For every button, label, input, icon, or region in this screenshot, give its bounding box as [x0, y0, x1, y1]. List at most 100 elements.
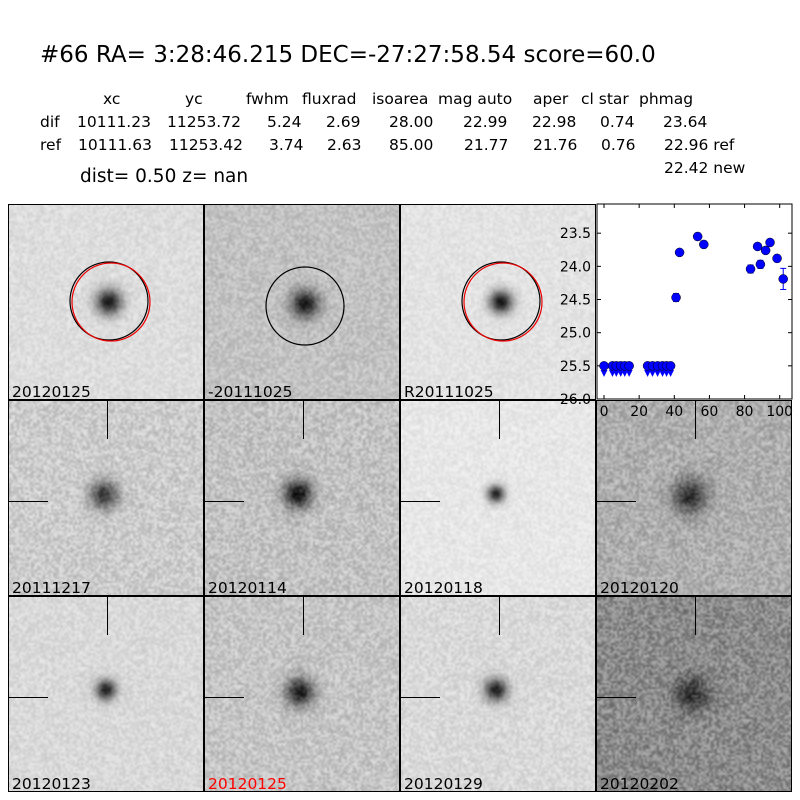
stamp-date-label: 20120114: [208, 579, 287, 596]
stamp-image: [401, 205, 595, 399]
upper-limit-marker: [644, 369, 652, 377]
crosshair-vertical-marker: [499, 597, 500, 635]
row-label-ref: ref: [40, 136, 62, 154]
stamp-image: [9, 597, 203, 791]
image-stamp[interactable]: -20111025: [204, 204, 400, 400]
crosshair-vertical-marker: [499, 401, 500, 439]
dif-isoarea: 28.00: [389, 113, 434, 131]
dif-cl-star: 0.74: [600, 113, 635, 131]
crosshair-vertical-marker: [107, 401, 108, 439]
dif-xc: 10111.23: [77, 113, 151, 131]
stamp-date-label: 20120118: [404, 579, 483, 596]
crosshair-horizontal-marker: [205, 501, 244, 502]
col-header-mag-auto: mag auto: [438, 90, 513, 108]
image-stamp[interactable]: 20120129: [400, 596, 596, 792]
ref-cl-star: 0.76: [601, 136, 636, 154]
detection-point: [745, 264, 756, 274]
crosshair-horizontal-marker: [9, 697, 48, 698]
stamp-image: [205, 597, 399, 791]
image-stamp[interactable]: 20120123: [8, 596, 204, 792]
ref-xc: 10111.63: [78, 136, 152, 154]
stamp-date-label: R20111025: [404, 383, 494, 400]
ref-mag-auto: 21.77: [464, 136, 509, 154]
ref-aper: 21.76: [533, 136, 578, 154]
dif-fwhm: 5.24: [267, 113, 302, 131]
crosshair-horizontal-marker: [597, 697, 636, 698]
crosshair-vertical-marker: [695, 401, 696, 439]
upper-limit-marker: [600, 369, 608, 377]
image-stamp[interactable]: 20120125: [8, 204, 204, 400]
crosshair-vertical-marker: [303, 401, 304, 439]
upper-limit-marker: [649, 369, 657, 377]
col-header-cl-star: cl star: [581, 90, 629, 108]
col-header-yc: yc: [185, 90, 203, 108]
col-header-isoarea: isoarea: [372, 90, 429, 108]
upper-limit-marker: [621, 369, 629, 377]
upper-limit-point: [599, 361, 609, 371]
ref-phmag: 22.96 ref: [664, 136, 735, 154]
dif-phmag: 23.64: [663, 113, 708, 131]
image-stamp[interactable]: 20120202: [596, 596, 792, 792]
crosshair-horizontal-marker: [597, 501, 636, 502]
upper-limit-marker: [612, 369, 620, 377]
stamp-date-label: 20120202: [600, 775, 679, 792]
image-stamp[interactable]: R20111025: [400, 204, 596, 400]
col-header-phmag: phmag: [639, 90, 694, 108]
image-stamp[interactable]: 20111217: [8, 400, 204, 596]
stamp-date-label: 20120125: [12, 383, 91, 400]
upper-limit-marker: [654, 369, 662, 377]
candidate-title: #66 RA= 3:28:46.215 DEC=-27:27:58.54 sco…: [40, 42, 656, 68]
stamp-image: [597, 597, 791, 791]
crosshair-horizontal-marker: [205, 697, 244, 698]
distance-redshift: dist= 0.50 z= nan: [80, 166, 249, 187]
stamp-image: [401, 401, 595, 595]
crosshair-vertical-marker: [695, 597, 696, 635]
x-tick-label: 20: [630, 404, 648, 420]
aperture-circle-icon: [461, 261, 543, 342]
detection-point: [692, 231, 703, 242]
upper-limit-point: [624, 361, 634, 371]
y-tick-label: 23.5: [560, 226, 591, 242]
image-stamp[interactable]: 20120118: [400, 400, 596, 596]
stamp-image: [205, 401, 399, 595]
col-header-xc: xc: [103, 90, 121, 108]
upper-limit-marker: [625, 369, 633, 377]
x-tick-label: 100: [766, 404, 793, 420]
dif-fluxrad: 2.69: [326, 113, 361, 131]
col-header-aper: aper: [533, 90, 569, 108]
dif-aper: 22.98: [532, 113, 577, 131]
stamp-date-label: 20111217: [12, 579, 91, 596]
ref-fwhm: 3.74: [269, 136, 304, 154]
dif-yc: 11253.72: [167, 113, 241, 131]
x-tick-label: 0: [600, 404, 609, 420]
new-phmag: 22.42 new: [664, 159, 746, 177]
stamp-date-label: 20120120: [600, 579, 679, 596]
crosshair-vertical-marker: [107, 597, 108, 635]
x-tick-label: 40: [665, 404, 683, 420]
detection-point: [674, 247, 685, 258]
detection-point: [752, 241, 763, 252]
dif-mag-auto: 22.99: [463, 113, 508, 131]
image-stamp[interactable]: 20120120: [596, 400, 792, 596]
col-header-fluxrad: fluxrad: [302, 90, 357, 108]
image-stamp[interactable]: 20120114: [204, 400, 400, 596]
aperture-circle-icon: [265, 266, 345, 346]
y-tick-label: 25.5: [560, 359, 591, 375]
col-header-fwhm: fwhm: [246, 90, 289, 108]
stamp-image: [205, 205, 399, 399]
detection-point: [699, 239, 709, 250]
stamp-image: [9, 205, 203, 399]
stamp-image: [597, 401, 791, 595]
upper-limit-marker: [667, 369, 675, 377]
detection-point: [760, 245, 771, 256]
detection-point: [755, 259, 766, 270]
detection-point: [765, 237, 775, 248]
y-tick-label: 24.5: [560, 293, 591, 309]
x-tick-label: 80: [736, 404, 754, 420]
y-tick-label: 25.0: [560, 326, 591, 342]
stamp-date-label: 20120123: [12, 775, 91, 792]
crosshair-horizontal-marker: [401, 501, 440, 502]
image-stamp[interactable]: 20120125: [204, 596, 400, 792]
crosshair-vertical-marker: [303, 597, 304, 635]
